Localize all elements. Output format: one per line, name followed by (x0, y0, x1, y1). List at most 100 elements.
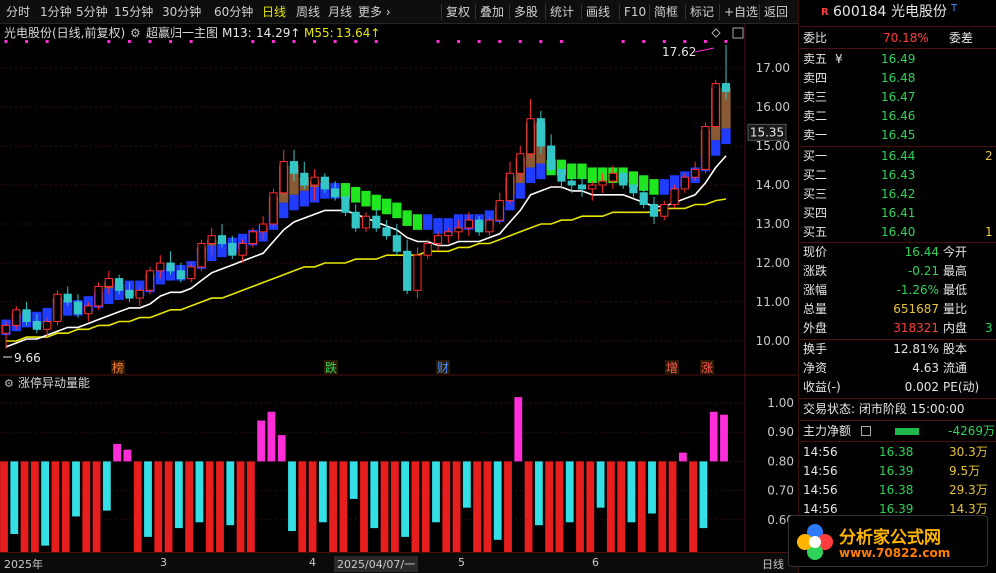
bid-label: 买一 (803, 149, 828, 163)
current-price-box (747, 123, 787, 141)
candle-body (392, 235, 401, 252)
period-tab[interactable]: 60分钟 (214, 5, 254, 19)
period-tab[interactable]: 30分钟 (162, 5, 202, 19)
indicator-bar (432, 461, 440, 523)
stat-row: 现价 16.44 今开 (799, 243, 996, 262)
low-price-marker: 9.66 (14, 351, 41, 365)
candle-body (670, 188, 679, 205)
tool-button[interactable]: 多股 (514, 5, 539, 19)
stat-value: 4.63 (912, 361, 939, 375)
signal-dot (374, 40, 378, 43)
stat-label: 内盘 (943, 321, 968, 335)
signal-box (436, 360, 450, 374)
bid-price: 16.41 (881, 206, 916, 220)
tool-button[interactable]: 返回 (764, 5, 789, 19)
indicator-bar (678, 452, 687, 462)
tool-button[interactable]: 叠加 (480, 5, 505, 19)
indicator-bar (720, 414, 728, 462)
indicator-bar (92, 461, 101, 552)
signal-dot (189, 40, 193, 43)
price-axis-tick: 15.00 (756, 139, 790, 153)
signal-dot (683, 40, 687, 43)
period-tab[interactable]: 5分钟 (76, 5, 108, 19)
ask-price: 16.48 (881, 71, 916, 85)
candle-body (238, 243, 247, 256)
watermark-flower-icon (797, 524, 833, 560)
indicator-bar (627, 461, 636, 523)
candle-body (516, 153, 525, 174)
tool-button[interactable]: 画线 (586, 5, 611, 19)
signal-dot (354, 40, 358, 43)
candle-body (300, 172, 309, 186)
indicator-bar (205, 461, 214, 552)
volume-indicator-chart[interactable]: 1.00 0.90 0.80 0.70 0.60 涨停异动量能 ⚙ (0, 376, 798, 552)
indicator-gear-icon[interactable]: ⚙ (130, 26, 141, 40)
ask-price: 16.47 (881, 90, 916, 104)
bid-label: 买四 (803, 206, 828, 220)
tool-button[interactable]: F10 (624, 5, 647, 19)
date-label: 4 (309, 556, 316, 569)
toolbar-divider (441, 4, 442, 20)
candle-body (567, 180, 576, 186)
signal-dot (333, 40, 337, 43)
trend-ribbon (63, 300, 73, 316)
indicator-bar (195, 461, 204, 523)
signal-box (111, 360, 125, 374)
realtime-badge: R (821, 7, 829, 18)
candlestick-chart[interactable]: 17.00 16.00 15.00 14.00 13.00 12.00 11.00 10.00… (0, 24, 798, 376)
list-icon[interactable] (861, 426, 871, 436)
tool-button[interactable]: 统计 (550, 5, 575, 19)
quote-divider (799, 48, 996, 49)
toolbar-divider (545, 4, 546, 20)
indicator-bar (61, 461, 70, 552)
indicator-bar (288, 461, 296, 532)
candle-body (433, 235, 443, 244)
period-tab[interactable]: 周线 (296, 5, 321, 19)
candle-body (660, 204, 669, 217)
signal-dot (313, 40, 317, 43)
trend-ribbon (371, 194, 381, 211)
candle-body (588, 184, 597, 190)
period-tab[interactable]: 日线 (262, 5, 287, 19)
candle-body (217, 235, 227, 244)
candle-body (629, 184, 638, 194)
trend-ribbon (443, 218, 453, 234)
period-tab[interactable]: 分时 (6, 5, 31, 19)
stat-label: 最低 (943, 283, 968, 297)
period-tab[interactable]: 更多 › (358, 5, 391, 19)
quote-header: R 600184 光电股份 T (799, 3, 996, 22)
tool-button[interactable]: 标记 (690, 5, 715, 19)
bid-row: 买二 16.43 (799, 166, 996, 185)
ask-row: 卖一 16.45 (799, 126, 996, 145)
candle-body (403, 250, 412, 291)
indicator-axis-tick: 0.90 (767, 425, 794, 439)
watermark-url: www.70822.com (839, 546, 951, 560)
candle-body (125, 289, 134, 299)
indicator-bar (154, 461, 163, 552)
signal-box (700, 360, 714, 374)
bid-row: 买三 16.42 (799, 185, 996, 204)
indicator-name[interactable]: 超赢归一主图 (146, 26, 219, 40)
period-tab[interactable]: 月线 (328, 5, 353, 19)
signal-label: 财 (437, 361, 449, 375)
indicator-bar (689, 461, 698, 552)
tool-button[interactable]: 简框 (654, 5, 679, 19)
tool-button[interactable]: +自选 (724, 5, 759, 19)
high-marker-arrow (694, 47, 715, 53)
ask-flag: ¥ (835, 52, 843, 66)
stat-row: 换手 12.81% 股本 (799, 340, 996, 359)
candle-body (475, 219, 484, 233)
indicator-bar (329, 461, 338, 552)
trade-status-row: 交易状态: 闭市阶段 15:00:00 (799, 400, 996, 419)
period-tab[interactable]: 15分钟 (114, 5, 154, 19)
trend-ribbon (577, 163, 587, 180)
stock-title[interactable]: 光电股份(日线,前复权) (4, 26, 126, 40)
candle-body (361, 215, 371, 229)
period-tab[interactable]: 1分钟 (40, 5, 72, 19)
price-axis-tick: 11.00 (756, 295, 790, 309)
period-label[interactable]: 日线 (762, 558, 784, 571)
signal-dot (4, 40, 8, 43)
indicator-title: 涨停异动量能 (18, 376, 90, 390)
weibi-row: 委比 70.18% 委差 (799, 29, 996, 48)
tool-button[interactable]: 复权 (446, 5, 471, 19)
